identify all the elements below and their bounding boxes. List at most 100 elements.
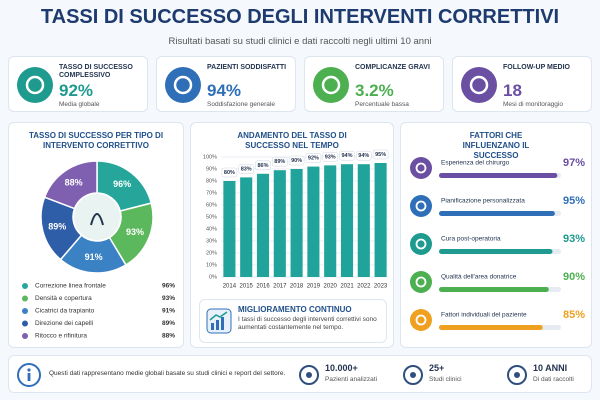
factor-label: Qualità dell'area donatrice bbox=[441, 274, 517, 281]
value-label: 89% bbox=[274, 159, 285, 165]
x-tick-label: 2020 bbox=[324, 284, 338, 290]
segment-label: 88% bbox=[65, 178, 83, 188]
factor-glyph bbox=[415, 276, 427, 288]
factor-icon bbox=[410, 233, 432, 255]
value-label: 95% bbox=[375, 152, 386, 158]
x-tick-label: 2015 bbox=[240, 284, 254, 290]
value-label: 80% bbox=[224, 170, 235, 176]
y-tick-label: 50% bbox=[206, 214, 217, 220]
bar-panel: ANDAMENTO DEL TASSO DI SUCCESSO NEL TEMP… bbox=[190, 122, 394, 348]
icon-glyph bbox=[469, 75, 489, 95]
bar bbox=[290, 169, 303, 277]
value-label: 94% bbox=[341, 153, 352, 159]
kpi-card: TASSO DI SUCCESSO COMPLESSIVO 92% Media gl… bbox=[8, 56, 148, 112]
x-tick-label: 2018 bbox=[290, 284, 304, 290]
panel-title: ANDAMENTO DEL TASSO DI SUCCESSO NEL TEMP… bbox=[237, 131, 347, 150]
value-badge bbox=[272, 156, 288, 167]
legend-label: Densità e copertura bbox=[35, 295, 92, 302]
y-tick-label: 90% bbox=[206, 166, 217, 172]
bar bbox=[340, 164, 354, 277]
stat-value: 10 ANNI bbox=[533, 363, 568, 373]
kpi-label: TASSO DI SUCCESSO COMPLESSIVO bbox=[59, 64, 133, 79]
donut-segment bbox=[43, 160, 98, 210]
legend-value: 93% bbox=[162, 295, 175, 302]
stat-value: 10.000+ bbox=[325, 363, 358, 373]
x-tick-label: 2019 bbox=[307, 284, 321, 290]
kpi-icon bbox=[313, 67, 349, 103]
y-tick-label: 0% bbox=[209, 274, 217, 280]
panel-title: FATTORI CHE INFLUENZANO IL SUCCESSO bbox=[462, 131, 530, 160]
value-label: 86% bbox=[257, 163, 268, 169]
legend-label: Ritocco e rifinitura bbox=[35, 333, 87, 340]
icon-circle bbox=[313, 67, 349, 103]
legend-dot bbox=[22, 308, 28, 314]
value-label: 92% bbox=[308, 156, 319, 162]
factor-value: 95% bbox=[563, 195, 585, 207]
x-tick-label: 2022 bbox=[357, 284, 371, 290]
factor-label: Cura post-operatoria bbox=[441, 236, 501, 243]
kpi-note: Media globale bbox=[59, 101, 100, 108]
icon-glyph bbox=[321, 75, 341, 95]
factor-glyph bbox=[415, 314, 427, 326]
icon-glyph bbox=[173, 75, 193, 95]
annotation-box: MIGLIORAMENTO CONTINUO I tassi di succes… bbox=[199, 299, 387, 343]
annotation-title: MIGLIORAMENTO CONTINUO bbox=[238, 305, 352, 314]
factor-bar bbox=[439, 211, 555, 216]
y-tick-label: 40% bbox=[206, 226, 217, 232]
bar bbox=[256, 173, 270, 277]
segment-label: 93% bbox=[126, 227, 144, 237]
stat-label: Studi clinici bbox=[429, 376, 462, 383]
factor-icon bbox=[410, 309, 432, 331]
value-label: 90% bbox=[291, 158, 302, 164]
legend-dot bbox=[22, 333, 28, 339]
panel-title: TASSO DI SUCCESSO PER TIPO DI INTERVENTO… bbox=[28, 131, 164, 150]
value-badge bbox=[288, 155, 305, 166]
kpi-label: COMPLICANZE GRAVI bbox=[355, 64, 430, 71]
y-tick-label: 60% bbox=[206, 202, 217, 208]
factors-panel: FATTORI CHE INFLUENZANO IL SUCCESSO Espe… bbox=[400, 122, 592, 348]
hair-icon bbox=[90, 213, 104, 226]
page-title: TASSI DI SUCCESSO DEGLI INTERVENTI CORRE… bbox=[40, 6, 560, 28]
icon-circle bbox=[507, 365, 527, 385]
kpi-note: Percentuale bassa bbox=[355, 101, 409, 108]
bar bbox=[374, 163, 387, 277]
factor-icon bbox=[410, 271, 432, 293]
donut-chart: 96% Correzione linea frontale 96% 93% Densit… bbox=[22, 160, 175, 340]
y-tick-label: 80% bbox=[206, 178, 217, 184]
factor-icon bbox=[410, 195, 432, 217]
icon-dot bbox=[514, 372, 520, 378]
kpi-value: 18 bbox=[503, 81, 522, 100]
segment-label: 89% bbox=[48, 222, 66, 232]
kpi-value: 92% bbox=[59, 81, 94, 100]
bar bbox=[240, 177, 253, 277]
stat-icon bbox=[507, 365, 527, 385]
bar bbox=[307, 166, 320, 277]
legend-value: 88% bbox=[162, 333, 175, 340]
factor-bar bbox=[439, 325, 543, 330]
value-badge bbox=[372, 149, 389, 160]
factor-value: 90% bbox=[563, 271, 585, 283]
factor-value: 85% bbox=[563, 309, 585, 321]
legend-label: Cicatrici da trapianto bbox=[35, 308, 95, 315]
y-tick-label: 70% bbox=[206, 190, 217, 196]
icon-dot bbox=[306, 372, 312, 378]
stat-label: Di dati raccolti bbox=[533, 376, 574, 383]
stat-icon bbox=[403, 365, 423, 385]
icon-dot bbox=[410, 372, 416, 378]
factor-glyph bbox=[415, 162, 427, 174]
kpi-card: COMPLICANZE GRAVI 3.2% Percentuale bassa bbox=[304, 56, 444, 112]
x-tick-label: 2016 bbox=[256, 284, 270, 290]
legend-dot bbox=[22, 320, 28, 327]
kpi-label: PAZIENTI SODDISFATTI bbox=[207, 64, 287, 71]
x-tick-label: 2023 bbox=[374, 284, 388, 290]
legend-label: Direzione dei capelli bbox=[35, 320, 93, 327]
factor-icon bbox=[410, 157, 432, 179]
donut-center bbox=[74, 194, 120, 240]
value-badge bbox=[221, 167, 238, 178]
kpi-value: 94% bbox=[207, 81, 242, 100]
bar bbox=[223, 181, 236, 277]
footer-note: Questi dati rappresentano medie globali … bbox=[49, 370, 286, 377]
value-label: 83% bbox=[241, 166, 252, 172]
factor-glyph bbox=[415, 200, 427, 212]
